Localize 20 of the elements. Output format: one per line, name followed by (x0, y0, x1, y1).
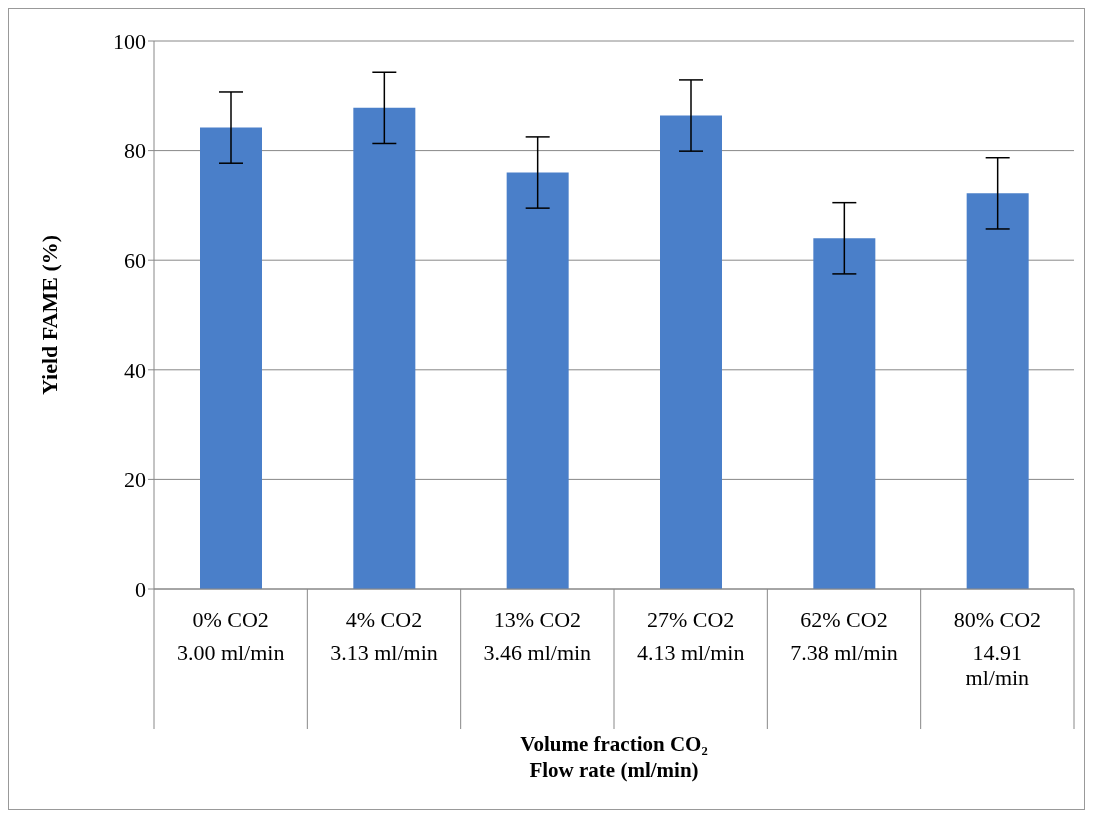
y-axis-title: Yield FAME (%) (36, 234, 62, 396)
x-tick-label: 62% CO2 7.38 ml/min (790, 607, 898, 665)
x-tick-label: 13% CO2 3.46 ml/min (483, 607, 592, 665)
y-tick-label: 40 (124, 357, 146, 383)
y-tick-label: 100 (113, 28, 146, 54)
y-tick-label: 60 (124, 248, 146, 274)
x-tick-label: 80% CO2 14.91 ml/min (953, 607, 1042, 690)
bar (506, 172, 569, 589)
x-tick-label: 27% CO2 4.13 ml/min (636, 607, 745, 665)
y-tick-label: 0 (135, 576, 146, 602)
y-tick-label: 20 (124, 467, 146, 493)
x-tick-label: 0% CO2 3.00 ml/min (176, 607, 285, 665)
bar (813, 238, 876, 589)
bar (200, 127, 262, 589)
bar (353, 107, 416, 589)
bar (660, 115, 722, 589)
x-axis-title: Volume fraction CO₂ Flow rate (ml/min) (519, 731, 709, 783)
y-tick-label: 80 (124, 138, 146, 164)
bar (966, 193, 1029, 589)
x-tick-label: 4% CO2 3.13 ml/min (330, 607, 438, 665)
